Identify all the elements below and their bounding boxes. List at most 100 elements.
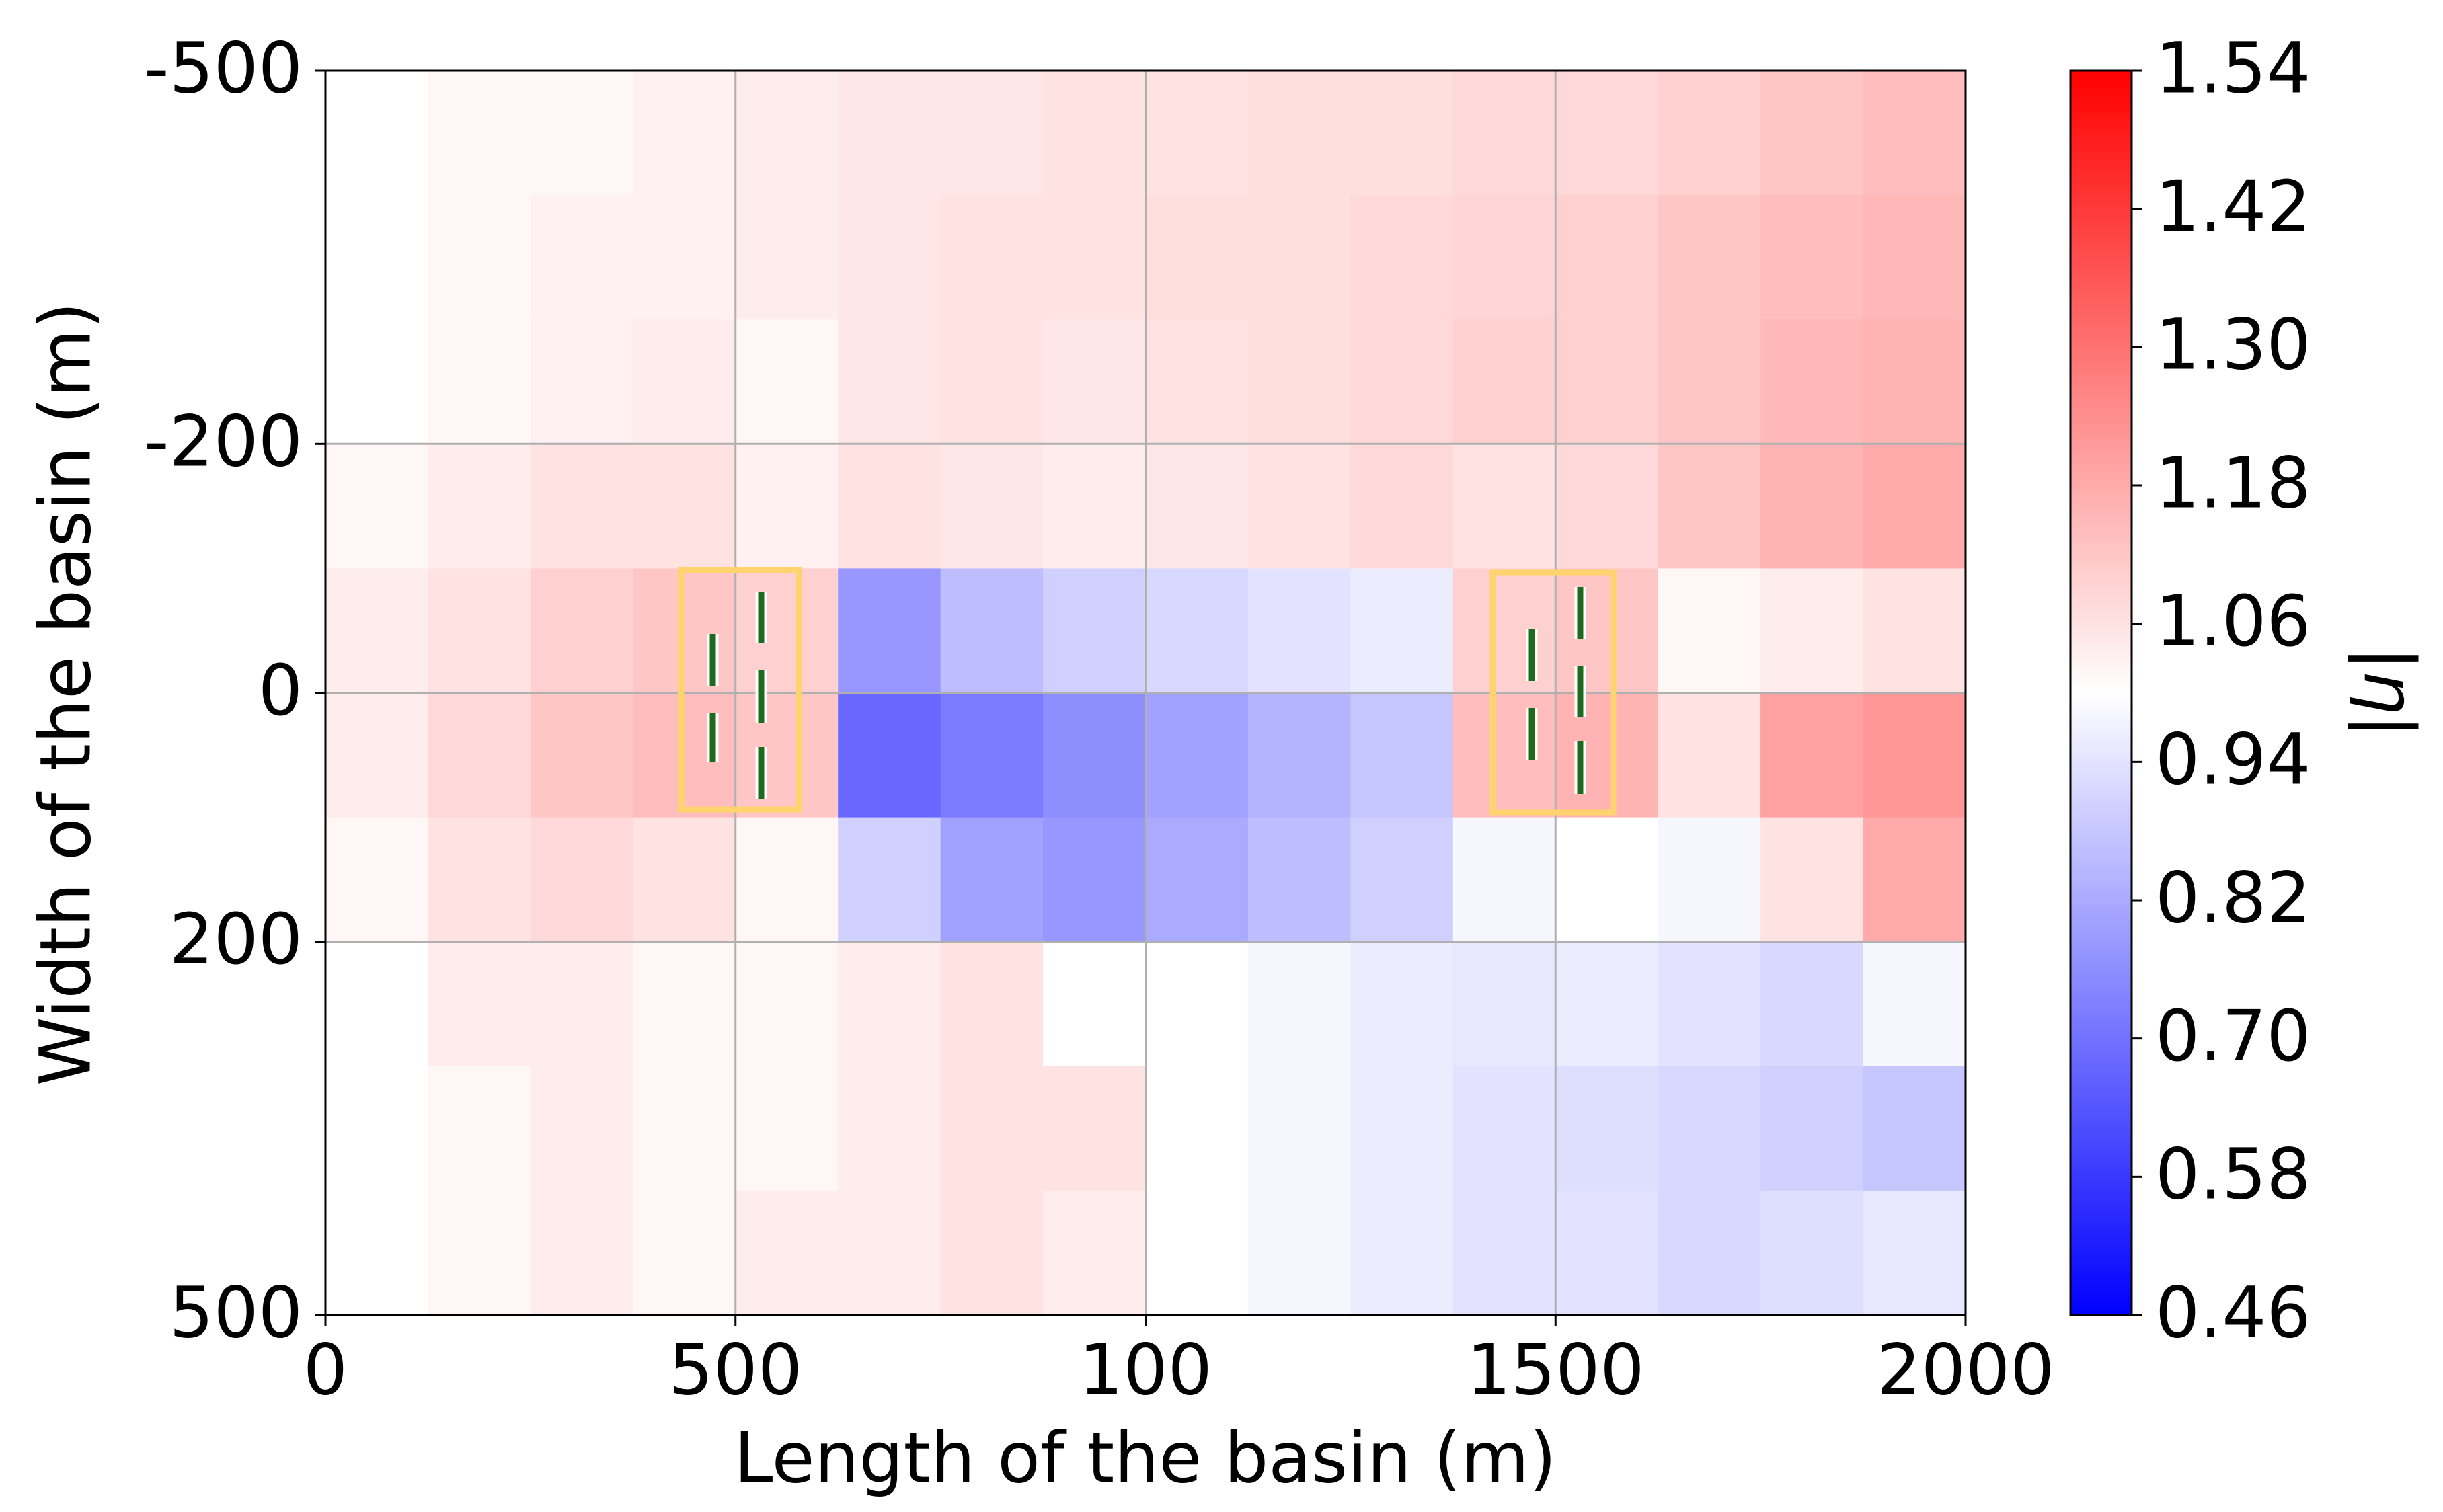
- colorbar-label: |η|: [2348, 647, 2430, 738]
- cell: [1247, 444, 1351, 569]
- cell: [940, 195, 1044, 320]
- cell: [1043, 817, 1146, 943]
- cell: [1452, 692, 1556, 818]
- device: [709, 587, 1584, 799]
- cell: [428, 1066, 531, 1191]
- cell: [1863, 444, 1966, 569]
- cell: [633, 71, 736, 196]
- cell: [1658, 195, 1761, 320]
- cell: [838, 195, 941, 320]
- cell: [735, 444, 839, 569]
- cell: [1555, 568, 1659, 693]
- cell: [325, 817, 428, 943]
- cell: [1247, 817, 1351, 943]
- cell: [633, 941, 736, 1067]
- cell: [530, 692, 633, 818]
- cell: [530, 71, 633, 196]
- cell: [325, 195, 428, 320]
- cell: [1760, 568, 1864, 693]
- colorbar-tick-label: 0.70: [2155, 995, 2311, 1077]
- colorbar-tick-label: 0.94: [2155, 719, 2311, 801]
- cell: [1658, 1190, 1761, 1316]
- colorbar-tick-label: 1.30: [2155, 304, 2311, 386]
- colorbar: [2069, 69, 2133, 1316]
- cell: [1863, 941, 1966, 1067]
- cell: [1247, 1190, 1351, 1316]
- cell: [633, 817, 736, 943]
- cell: [1555, 941, 1659, 1067]
- cell: [1350, 692, 1454, 818]
- cell: [1760, 71, 1864, 196]
- cell: [940, 71, 1044, 196]
- cell: [940, 692, 1044, 818]
- cell: [1247, 568, 1351, 693]
- cell: [838, 1190, 941, 1316]
- colorbar-tick-label: 0.46: [2155, 1271, 2311, 1353]
- cell: [1760, 817, 1864, 943]
- cell: [1760, 1190, 1864, 1316]
- cell: [1247, 941, 1351, 1067]
- cell: [1863, 319, 1966, 444]
- cell: [530, 195, 633, 320]
- cell: [1555, 817, 1659, 943]
- cell: [1760, 195, 1864, 320]
- cell: [1760, 1066, 1864, 1191]
- cell: [1555, 319, 1659, 444]
- cell: [1555, 444, 1659, 569]
- cell: [1043, 568, 1146, 693]
- cell: [428, 941, 531, 1067]
- cell: [325, 71, 428, 196]
- cell: [1658, 1066, 1761, 1191]
- x-axis-label: Length of the basin (m): [734, 1417, 1556, 1499]
- cell: [1043, 1190, 1146, 1316]
- cell: [530, 319, 633, 444]
- cell: [1658, 692, 1761, 818]
- cell: [1452, 941, 1556, 1067]
- cell: [428, 692, 531, 818]
- cell: [325, 941, 428, 1067]
- cell: [325, 444, 428, 569]
- cell: [838, 444, 941, 569]
- cell: [838, 817, 941, 943]
- cell: [1043, 71, 1146, 196]
- cell: [1760, 941, 1864, 1067]
- cell: [1350, 319, 1454, 444]
- cell: [735, 941, 839, 1067]
- cell: [1658, 941, 1761, 1067]
- cell: [530, 941, 633, 1067]
- cell: [1452, 444, 1556, 569]
- cell: [530, 444, 633, 569]
- cell: [1863, 71, 1966, 196]
- cell: [633, 319, 736, 444]
- cell: [940, 568, 1044, 693]
- cell: [1145, 71, 1249, 196]
- cell: [325, 1190, 428, 1316]
- cell: [1247, 1066, 1351, 1191]
- colorbar-tick-label: 1.54: [2155, 27, 2311, 109]
- cell: [1863, 195, 1966, 320]
- cell: [1145, 941, 1249, 1067]
- cell: [735, 1066, 839, 1191]
- cell: [1350, 941, 1454, 1067]
- cell: [428, 568, 531, 693]
- cell: [530, 817, 633, 943]
- cell: [1452, 1066, 1556, 1191]
- cell: [838, 1066, 941, 1191]
- cell: [1247, 195, 1351, 320]
- colorbar-tick-label: 1.06: [2155, 580, 2311, 662]
- cell: [1145, 692, 1249, 818]
- heatmap: [325, 71, 1966, 1316]
- cell: [1043, 195, 1146, 320]
- cell: [1452, 1190, 1556, 1316]
- y-tick-label: 500: [169, 1271, 303, 1353]
- cell: [1555, 71, 1659, 196]
- cell: [1658, 568, 1761, 693]
- cell: [428, 319, 531, 444]
- cell: [1863, 1190, 1966, 1316]
- y-axis-label: Width of the basin (m): [24, 302, 106, 1086]
- cell: [735, 1190, 839, 1316]
- cell: [1043, 319, 1146, 444]
- cell: [1863, 692, 1966, 818]
- cell: [1145, 319, 1249, 444]
